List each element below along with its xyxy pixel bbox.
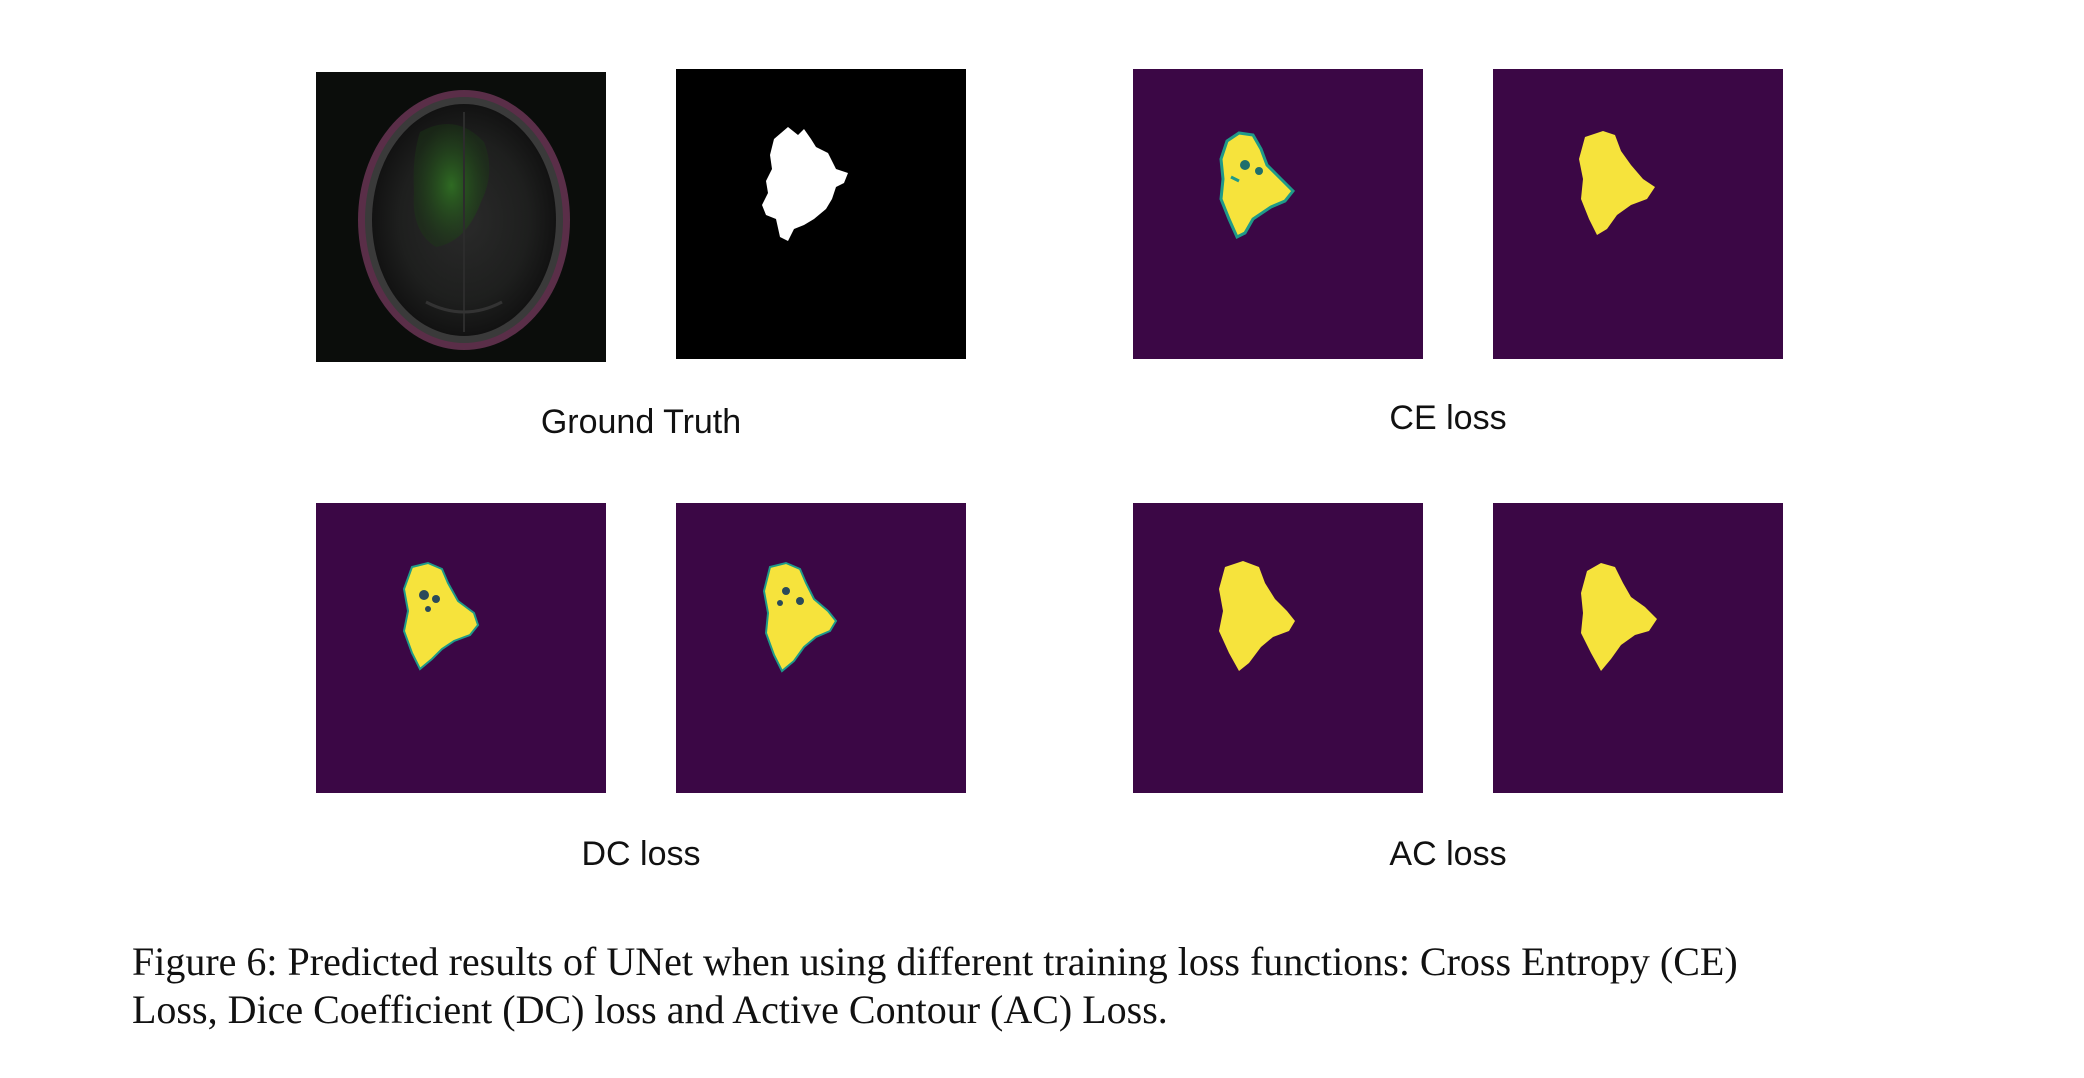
ce-pred-1	[1133, 69, 1423, 359]
ce-prediction-2-graphic	[1493, 69, 1783, 359]
ce-prediction-1-graphic	[1133, 69, 1423, 359]
figure-caption: Figure 6: Predicted results of UNet when…	[132, 938, 1992, 1034]
ground-truth-mask-graphic	[676, 69, 966, 359]
dc-pred-2	[676, 503, 966, 793]
ac-prediction-1-graphic	[1133, 503, 1423, 793]
gt-mask-image	[676, 69, 966, 359]
caption-line-2: Loss, Dice Coefficient (DC) loss and Act…	[132, 987, 1168, 1032]
ac-pred-1	[1133, 503, 1423, 793]
dc-prediction-1-graphic	[316, 503, 606, 793]
ground-truth-label: Ground Truth	[540, 403, 742, 441]
ce-pred-2	[1493, 69, 1783, 359]
gt-mri-image	[316, 72, 606, 362]
ac-loss-label: AC loss	[1389, 835, 1507, 873]
ac-pred-2	[1493, 503, 1783, 793]
dc-prediction-2-graphic	[676, 503, 966, 793]
mri-scan-graphic	[316, 72, 606, 362]
caption-line-1: Figure 6: Predicted results of UNet when…	[132, 939, 1738, 984]
dc-pred-1	[316, 503, 606, 793]
ac-prediction-2-graphic	[1493, 503, 1783, 793]
dc-loss-label: DC loss	[581, 835, 701, 873]
ce-loss-label: CE loss	[1389, 399, 1507, 437]
